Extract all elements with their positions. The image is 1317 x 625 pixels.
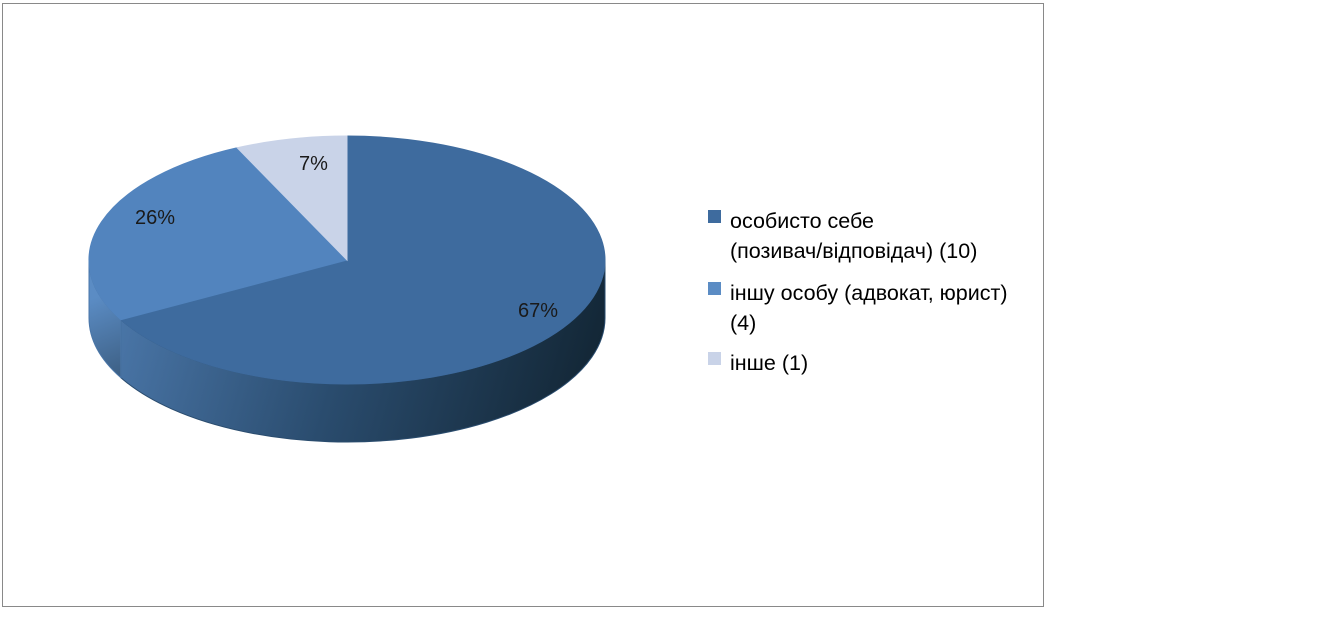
svg-text:67%: 67% (518, 300, 558, 322)
svg-text:7%: 7% (299, 153, 328, 175)
svg-text:26%: 26% (135, 207, 175, 229)
